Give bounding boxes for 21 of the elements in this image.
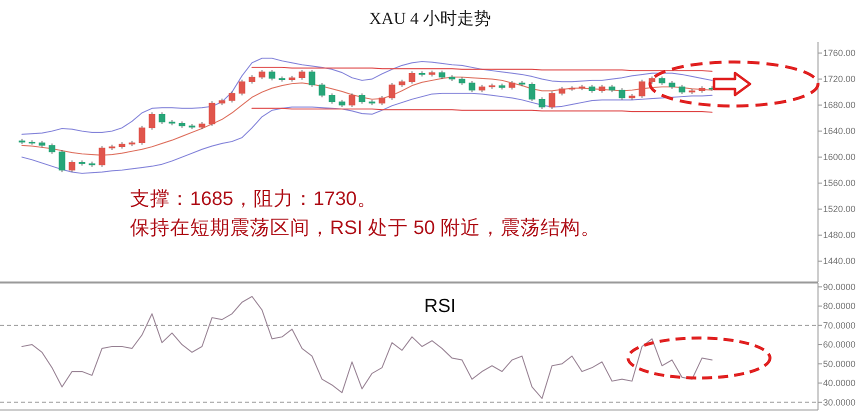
y-tick-label: 1520.00 [823, 204, 856, 214]
y-tick-label: 1600.00 [823, 152, 856, 162]
y-tick-label: 40.0000 [823, 378, 856, 388]
annotation: 保持在短期震荡区间，RSI 处于 50 附近，震荡结构。 [130, 217, 600, 239]
y-tick-label: 1720.00 [823, 74, 856, 84]
y-tick-label: 1440.00 [823, 256, 856, 266]
y-tick-label: 70.0000 [823, 320, 856, 330]
y-tick-label: 60.0000 [823, 340, 856, 350]
y-tick-label: 80.0000 [823, 301, 856, 312]
y-tick-label: 1480.00 [823, 230, 856, 240]
text: RSI [424, 296, 456, 317]
y-tick-label: 30.0000 [823, 397, 856, 408]
y-tick-label: 50.0000 [823, 358, 856, 369]
y-tick-label: 90.0000 [823, 282, 856, 292]
annotation: 支撑：1685，阻力：1730。 [130, 188, 377, 210]
y-tick-label: 1680.00 [823, 100, 856, 110]
y-tick-label: 1760.00 [823, 48, 856, 58]
y-tick-label: 1640.00 [823, 126, 856, 136]
chart-title: XAU 4 小时走势 [369, 9, 491, 28]
line-series [21, 296, 713, 399]
y-tick-label: 1560.00 [823, 178, 856, 188]
